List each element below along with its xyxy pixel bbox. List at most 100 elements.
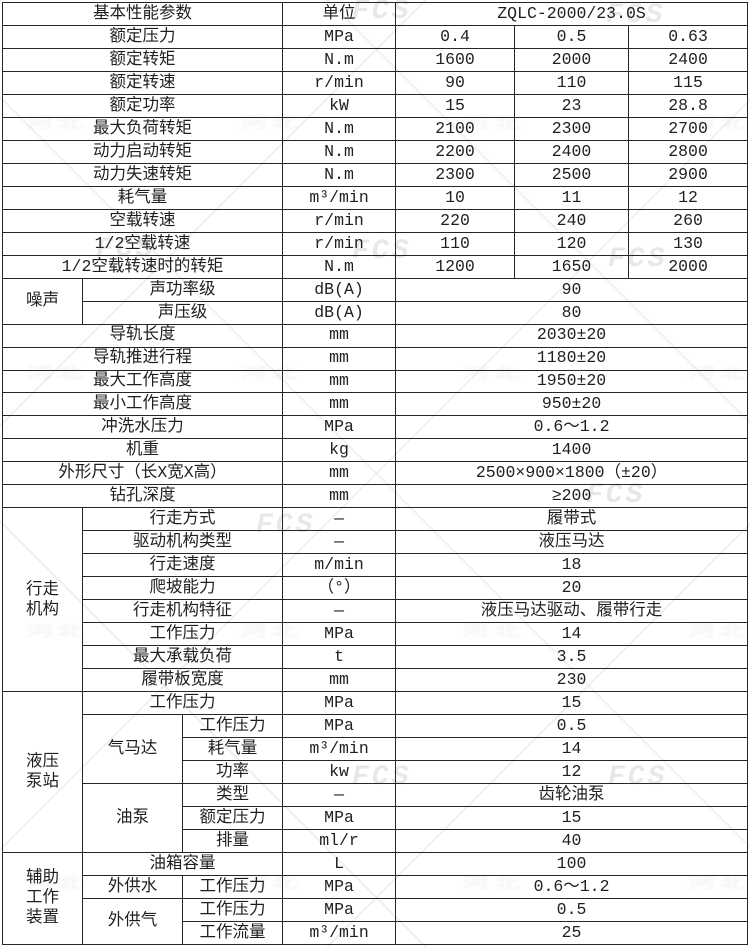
unit-cell: dB(A) [282,277,397,302]
unit-cell: — [282,507,397,532]
value-cell: 2400 [628,47,749,72]
unit-cell: MPa [282,714,397,738]
param-cell: 耗气量 [1,185,284,210]
value-cell: 120 [514,231,630,256]
param-cell: 动力失速转矩 [1,162,284,187]
value-cell: 11 [514,185,630,210]
value-cell: 1180±20 [395,346,749,371]
table-row: 额定转速 r/min 90 110 115 [1,70,749,95]
param-cell: 额定转矩 [1,47,284,72]
value-cell: 130 [628,231,749,256]
table-row: 钻孔深度 mm ≥200 [1,484,749,509]
table-row: 液压 泵站 工作压力 MPa 15 [2,691,749,853]
value-cell: 2900 [628,162,749,187]
param-cell: 工作压力 [181,874,284,899]
value-cell: 12 [395,759,749,784]
value-cell: 1650 [514,254,630,279]
value-cell: 0.63 [628,24,749,49]
value-cell: 0.5 [395,897,749,922]
value-cell: 1400 [395,438,749,463]
value-cell: 23 [514,93,630,118]
subgroup-cell: 外供气 [82,897,183,946]
value-cell: 2200 [395,139,516,164]
unit-cell: N.m [282,139,397,164]
value-cell: 0.6～1.2 [395,874,749,899]
value-cell: 100 [395,851,749,876]
value-cell: 12 [628,185,749,210]
param-cell: 导轨推进行程 [1,346,284,371]
value-cell: 3.5 [395,645,749,670]
table-row: 排量 ml/r 40 [3,828,749,853]
param-cell: 工作压力 [81,691,284,716]
value-cell: 2000 [628,254,749,279]
param-cell: 1/2空载转速 [1,231,284,256]
param-cell: 工作压力 [181,714,284,738]
unit-cell: — [282,782,397,807]
param-cell: 最大承载负荷 [81,645,284,670]
value-cell: 齿轮油泵 [395,782,749,807]
unit-cell: m³/min [282,185,397,210]
value-cell: 20 [395,576,749,601]
value-cell: 220 [395,208,516,233]
param-cell: 工作流量 [181,920,284,946]
param-cell: 额定压力 [181,805,284,830]
value-cell: 0.5 [514,24,630,49]
value-cell: 260 [628,208,749,233]
table-row: 工作压力 MPa 14 [3,622,749,647]
table-row: 导轨长度 mm 2030±20 [1,323,749,348]
unit-cell: MPa [282,805,397,830]
value-cell: 15 [395,805,749,830]
table-row: 油泵 类型 — 齿轮油泵 [3,782,749,853]
table-row: 行走 机构 行走方式 — 履带式 [2,507,749,693]
table-row: 气马达 工作压力 MPa 0.5 [3,714,749,784]
unit-cell: m³/min [282,737,397,761]
table-row: 噪声 声功率级 dB(A) 90 [2,277,749,325]
table-row: 行走机构特征 — 液压马达驱动、履带行走 [3,599,749,624]
param-cell: 行走方式 [81,507,284,532]
table-row: 外供气 工作压力 MPa 0.5 [3,897,749,946]
table-row: 最大工作高度 mm 1950±20 [1,369,749,394]
value-cell: 950±20 [395,392,749,417]
param-cell: 导轨长度 [1,323,284,348]
value-cell: 80 [395,300,749,325]
unit-cell: r/min [282,231,397,256]
unit-cell: MPa [282,415,397,440]
param-cell: 声压级 [81,300,284,325]
table-row: 导轨推进行程 mm 1180±20 [1,346,749,371]
unit-cell: N.m [282,116,397,141]
unit-cell: t [282,645,397,670]
table-row: 最大承载负荷 t 3.5 [3,645,749,670]
value-cell: ≥200 [395,484,749,509]
param-cell: 行走速度 [81,553,284,578]
param-cell: 履带板宽度 [81,668,284,693]
value-cell: 25 [395,920,749,946]
param-cell: 机重 [1,438,284,463]
table-row: 动力失速转矩 N.m 2300 2500 2900 [1,162,749,187]
value-cell: 2500 [514,162,630,187]
unit-cell: ml/r [282,828,397,853]
table-row: 1/2空载转速时的转矩 N.m 1200 1650 2000 [1,254,749,279]
subgroup-cell: 外供水 [82,874,183,899]
table-row: 爬坡能力 （°） 20 [3,576,749,601]
param-cell: 动力启动转矩 [1,139,284,164]
param-cell: 工作压力 [81,622,284,647]
unit-cell: mm [282,346,397,371]
value-cell: 230 [395,668,749,693]
table-row: 动力启动转矩 N.m 2200 2400 2800 [1,139,749,164]
group-cell: 辅助 工作 装置 [2,851,83,946]
unit-cell: N.m [282,254,397,279]
param-cell: 额定压力 [1,24,284,49]
value-cell: 110 [395,231,516,256]
param-cell: 额定功率 [1,93,284,118]
value-cell: 15 [395,691,749,716]
table-row: 额定压力 MPa 0.4 0.5 0.63 [1,24,749,49]
table-row: 额定转矩 N.m 1600 2000 2400 [1,47,749,72]
value-cell: 0.6～1.2 [395,415,749,440]
param-cell: 外形尺寸（长X宽X高） [1,461,284,486]
value-cell: 2030±20 [395,323,749,348]
value-cell: 2500×900×1800（±20） [395,461,749,486]
unit-cell: MPa [282,874,397,899]
unit-cell: mm [282,484,397,509]
